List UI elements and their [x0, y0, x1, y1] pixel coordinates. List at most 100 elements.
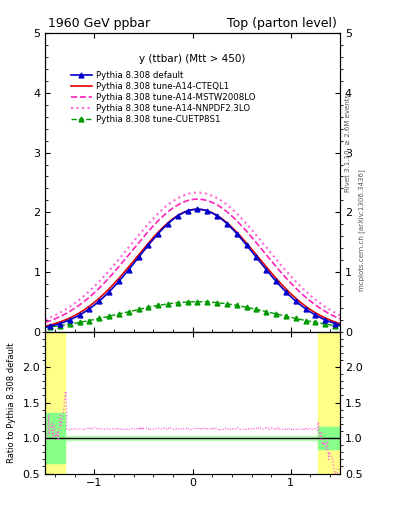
Pythia 8.308 tune-CUETP8S1 [234, 303, 239, 309]
Pythia 8.308 tune-CUETP8S1 [48, 324, 52, 330]
Pythia 8.308 tune-CUETP8S1 [68, 321, 72, 327]
Text: Rivet 3.1.10, ≥ 2.6M events: Rivet 3.1.10, ≥ 2.6M events [345, 94, 351, 193]
Pythia 8.308 tune-CUETP8S1 [225, 301, 230, 307]
Pythia 8.308 default [77, 312, 82, 318]
Pythia 8.308 default [215, 213, 219, 219]
Pythia 8.308 default [156, 230, 160, 237]
Text: mcplots.cern.ch [arXiv:1306.3436]: mcplots.cern.ch [arXiv:1306.3436] [358, 169, 365, 291]
Pythia 8.308 default [283, 289, 288, 295]
Pythia 8.308 default [116, 278, 121, 284]
Pythia 8.308 tune-A14-NNPDF2.3LO [218, 197, 223, 203]
Legend: Pythia 8.308 default, Pythia 8.308 tune-A14-CTEQL1, Pythia 8.308 tune-A14-MSTW20: Pythia 8.308 default, Pythia 8.308 tune-… [67, 68, 259, 128]
Pythia 8.308 tune-A14-CTEQL1 [43, 323, 48, 329]
Pythia 8.308 tune-CUETP8S1 [166, 301, 171, 307]
Pythia 8.308 tune-A14-CTEQL1 [338, 321, 342, 327]
Pythia 8.308 default [68, 317, 72, 323]
Bar [45, 436, 340, 440]
Pythia 8.308 tune-CUETP8S1 [107, 313, 112, 319]
Pythia 8.308 tune-A14-MSTW2008LO [219, 205, 224, 211]
Pythia 8.308 tune-A14-NNPDF2.3LO [338, 312, 342, 318]
Pythia 8.308 tune-A14-CTEQL1 [292, 294, 297, 301]
Pythia 8.308 tune-A14-MSTW2008LO [224, 208, 229, 215]
Pythia 8.308 tune-CUETP8S1 [205, 299, 210, 305]
Pythia 8.308 tune-CUETP8S1 [303, 317, 308, 324]
Pythia 8.308 default [293, 298, 298, 304]
Pythia 8.308 tune-CUETP8S1 [195, 298, 200, 305]
Line: Pythia 8.308 tune-CUETP8S1: Pythia 8.308 tune-CUETP8S1 [48, 300, 338, 329]
Pythia 8.308 tune-A14-MSTW2008LO [338, 316, 342, 322]
Pythia 8.308 default [107, 289, 112, 295]
Pythia 8.308 tune-A14-NNPDF2.3LO [224, 201, 229, 207]
Pythia 8.308 tune-CUETP8S1 [87, 317, 92, 324]
Line: Pythia 8.308 tune-A14-MSTW2008LO: Pythia 8.308 tune-A14-MSTW2008LO [45, 199, 340, 323]
Pythia 8.308 tune-A14-MSTW2008LO [43, 319, 48, 326]
Pythia 8.308 default [166, 221, 171, 227]
Pythia 8.308 tune-A14-MSTW2008LO [195, 196, 199, 202]
Pythia 8.308 tune-A14-NNPDF2.3LO [195, 189, 199, 196]
Y-axis label: Ratio to Pythia 8.308 default: Ratio to Pythia 8.308 default [7, 343, 16, 463]
Pythia 8.308 tune-CUETP8S1 [283, 313, 288, 319]
Pythia 8.308 default [195, 206, 200, 212]
Pythia 8.308 tune-A14-MSTW2008LO [292, 284, 297, 290]
Pythia 8.308 tune-CUETP8S1 [97, 315, 101, 322]
Pythia 8.308 default [225, 221, 230, 227]
Pythia 8.308 default [48, 323, 52, 329]
Pythia 8.308 tune-A14-NNPDF2.3LO [43, 316, 48, 323]
Pythia 8.308 default [175, 213, 180, 219]
Pythia 8.308 default [303, 306, 308, 312]
Pythia 8.308 default [126, 267, 131, 273]
Pythia 8.308 default [97, 298, 101, 304]
Pythia 8.308 default [254, 254, 259, 261]
Pythia 8.308 default [87, 306, 92, 312]
Pythia 8.308 tune-A14-MSTW2008LO [218, 204, 223, 210]
Text: Top (parton level): Top (parton level) [227, 17, 337, 30]
Pythia 8.308 tune-CUETP8S1 [244, 304, 249, 310]
Pythia 8.308 tune-A14-NNPDF2.3LO [44, 316, 49, 322]
Pythia 8.308 tune-CUETP8S1 [185, 299, 190, 305]
Pythia 8.308 default [146, 242, 151, 248]
Pythia 8.308 tune-CUETP8S1 [58, 323, 62, 329]
Pythia 8.308 default [185, 208, 190, 214]
Pythia 8.308 tune-CUETP8S1 [156, 303, 160, 309]
Pythia 8.308 tune-CUETP8S1 [323, 321, 328, 327]
Pythia 8.308 default [244, 242, 249, 248]
Pythia 8.308 tune-A14-CTEQL1 [311, 308, 316, 314]
Pythia 8.308 default [264, 267, 268, 273]
Pythia 8.308 tune-A14-NNPDF2.3LO [311, 295, 316, 301]
Pythia 8.308 default [313, 312, 318, 318]
Pythia 8.308 tune-CUETP8S1 [146, 304, 151, 310]
Pythia 8.308 default [323, 317, 328, 323]
Pythia 8.308 tune-CUETP8S1 [264, 309, 268, 315]
Pythia 8.308 default [58, 321, 62, 327]
Text: 1960 GeV ppbar: 1960 GeV ppbar [48, 17, 150, 30]
Pythia 8.308 tune-CUETP8S1 [175, 300, 180, 306]
Pythia 8.308 tune-CUETP8S1 [116, 311, 121, 317]
Line: Pythia 8.308 tune-A14-CTEQL1: Pythia 8.308 tune-A14-CTEQL1 [45, 209, 340, 326]
Pythia 8.308 tune-A14-CTEQL1 [44, 323, 49, 329]
Pythia 8.308 tune-CUETP8S1 [126, 309, 131, 315]
Line: Pythia 8.308 default: Pythia 8.308 default [48, 207, 338, 329]
Pythia 8.308 tune-A14-NNPDF2.3LO [292, 277, 297, 283]
Pythia 8.308 tune-CUETP8S1 [77, 319, 82, 326]
Pythia 8.308 tune-A14-MSTW2008LO [44, 319, 49, 325]
Pythia 8.308 tune-A14-CTEQL1 [218, 215, 223, 221]
Pythia 8.308 tune-A14-MSTW2008LO [311, 301, 316, 307]
Pythia 8.308 tune-CUETP8S1 [293, 315, 298, 322]
Pythia 8.308 default [136, 254, 141, 261]
Line: Pythia 8.308 tune-A14-NNPDF2.3LO: Pythia 8.308 tune-A14-NNPDF2.3LO [45, 193, 340, 319]
Pythia 8.308 tune-A14-NNPDF2.3LO [219, 198, 224, 204]
Pythia 8.308 default [205, 208, 210, 214]
Pythia 8.308 tune-A14-CTEQL1 [224, 219, 229, 225]
Pythia 8.308 tune-CUETP8S1 [333, 323, 338, 329]
Pythia 8.308 tune-CUETP8S1 [136, 306, 141, 312]
Pythia 8.308 tune-A14-CTEQL1 [219, 216, 224, 222]
Pythia 8.308 tune-CUETP8S1 [274, 311, 278, 317]
Pythia 8.308 tune-A14-CTEQL1 [195, 206, 199, 212]
Pythia 8.308 default [234, 230, 239, 237]
Pythia 8.308 default [333, 321, 338, 327]
Pythia 8.308 default [274, 278, 278, 284]
Pythia 8.308 tune-CUETP8S1 [254, 306, 259, 312]
Pythia 8.308 tune-CUETP8S1 [313, 319, 318, 326]
Pythia 8.308 tune-CUETP8S1 [215, 300, 219, 306]
Text: y (ttbar) (Mtt > 450): y (ttbar) (Mtt > 450) [140, 54, 246, 64]
